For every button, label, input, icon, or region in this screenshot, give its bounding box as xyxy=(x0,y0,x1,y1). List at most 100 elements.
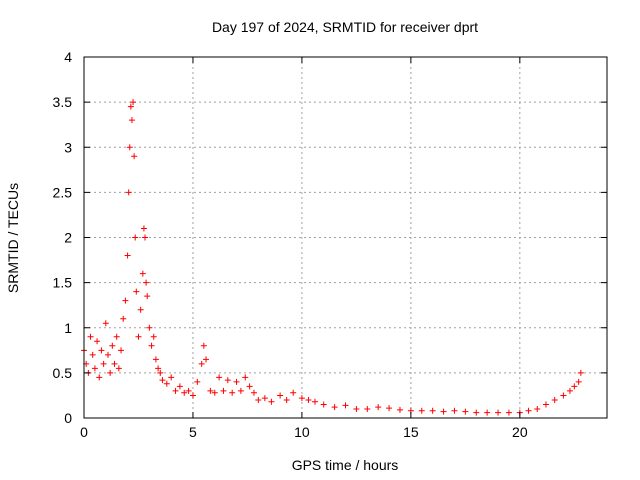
data-point xyxy=(505,409,512,416)
data-point xyxy=(144,293,151,300)
data-point xyxy=(102,320,109,327)
data-point xyxy=(353,405,360,412)
data-point xyxy=(277,392,284,399)
data-point xyxy=(142,234,149,241)
data-point xyxy=(96,374,103,381)
data-point xyxy=(150,333,157,340)
data-point xyxy=(109,342,116,349)
ticks-layer: 0 5 10 15 20 0 0.5 1 1.5 2 2.5 3 3.5 4 xyxy=(53,49,607,440)
data-point xyxy=(189,392,196,399)
data-point xyxy=(152,356,159,363)
data-point xyxy=(125,189,132,196)
data-point xyxy=(246,383,253,390)
data-point xyxy=(237,387,244,394)
data-point xyxy=(94,338,101,345)
data-point xyxy=(551,396,558,403)
data-points-layer xyxy=(81,99,584,416)
data-point xyxy=(128,117,135,124)
data-point xyxy=(157,369,164,376)
data-point xyxy=(211,389,218,396)
y-axis-title: SRMTID / TECUs xyxy=(5,183,21,293)
data-point xyxy=(364,405,371,412)
data-point xyxy=(140,225,147,232)
y-tick-label: 1 xyxy=(64,320,72,336)
data-point xyxy=(495,409,502,416)
data-point xyxy=(181,389,188,396)
x-axis-title: GPS time / hours xyxy=(292,457,399,473)
data-point xyxy=(451,407,458,414)
data-point xyxy=(571,383,578,390)
data-point xyxy=(200,342,207,349)
data-point xyxy=(133,288,140,295)
data-point xyxy=(91,365,98,372)
data-point xyxy=(115,365,122,372)
y-tick-label: 4 xyxy=(64,49,72,65)
y-tick-label: 1.5 xyxy=(53,275,73,291)
data-point xyxy=(429,407,436,414)
data-point xyxy=(163,380,170,387)
data-point xyxy=(139,270,146,277)
data-point xyxy=(127,103,134,110)
data-point xyxy=(126,144,133,151)
data-point xyxy=(132,234,139,241)
data-point xyxy=(250,389,257,396)
data-point xyxy=(111,360,118,367)
data-point xyxy=(172,387,179,394)
data-point xyxy=(168,374,175,381)
data-point xyxy=(124,252,131,259)
y-tick-label: 0 xyxy=(64,410,72,426)
data-point xyxy=(216,374,223,381)
data-point xyxy=(229,389,236,396)
data-point xyxy=(155,365,162,372)
data-point xyxy=(148,342,155,349)
data-point xyxy=(577,369,584,376)
data-point xyxy=(418,407,425,414)
x-tick-label: 15 xyxy=(403,424,419,440)
data-point xyxy=(194,378,201,385)
y-tick-label: 3 xyxy=(64,139,72,155)
data-point xyxy=(137,306,144,313)
data-point xyxy=(298,395,305,402)
chart-title: Day 197 of 2024, SRMTID for receiver dpr… xyxy=(212,19,478,35)
data-point xyxy=(100,360,107,367)
data-point xyxy=(473,409,480,416)
data-point xyxy=(233,378,240,385)
data-point xyxy=(462,408,469,415)
data-point xyxy=(484,409,491,416)
data-point xyxy=(386,405,393,412)
data-point xyxy=(130,99,137,106)
data-point xyxy=(113,333,120,340)
data-point xyxy=(305,396,312,403)
data-point xyxy=(560,392,567,399)
data-point xyxy=(261,395,268,402)
data-point xyxy=(203,356,210,363)
data-point xyxy=(224,377,231,384)
grid-layer xyxy=(84,57,607,418)
x-tick-label: 5 xyxy=(189,424,197,440)
data-point xyxy=(122,297,129,304)
data-point xyxy=(185,387,192,394)
data-point xyxy=(311,398,318,405)
data-point xyxy=(118,347,125,354)
data-point xyxy=(120,315,127,322)
x-tick-label: 0 xyxy=(80,424,88,440)
y-tick-label: 0.5 xyxy=(53,365,73,381)
data-point xyxy=(290,389,297,396)
data-point xyxy=(89,351,96,358)
data-point xyxy=(542,401,549,408)
data-point xyxy=(159,377,166,384)
data-point xyxy=(131,153,138,160)
data-point xyxy=(440,408,447,415)
data-point xyxy=(283,396,290,403)
y-tick-label: 2.5 xyxy=(53,184,73,200)
data-point xyxy=(107,369,114,376)
data-point xyxy=(525,407,532,414)
data-point xyxy=(566,387,573,394)
data-point xyxy=(143,279,150,286)
y-tick-label: 2 xyxy=(64,230,72,246)
data-point xyxy=(320,401,327,408)
data-point xyxy=(176,383,183,390)
data-point xyxy=(268,398,275,405)
